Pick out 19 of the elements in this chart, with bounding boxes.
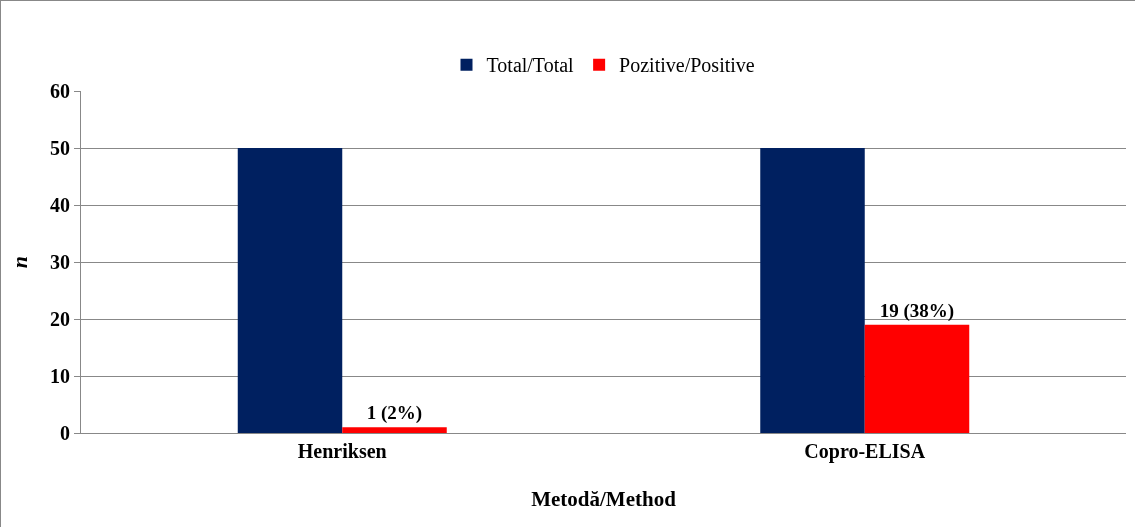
y-tick-label: 40 [50, 194, 70, 216]
y-tick-label: 30 [50, 251, 70, 273]
x-tick-label: Henriksen [297, 440, 387, 462]
data-label: 1 (2%) [366, 402, 423, 425]
bar [237, 148, 343, 433]
bar [760, 148, 865, 433]
bar [342, 427, 447, 433]
y-tick-label: 60 [50, 80, 70, 102]
x-axis-title: Metodă/Method [531, 487, 677, 511]
bar [864, 324, 970, 433]
legend-label: Pozitive/Positive [619, 54, 755, 77]
legend-label: Total/Total [486, 54, 575, 77]
data-label: 19 (38%) [879, 299, 955, 322]
y-axis-title: n [7, 255, 32, 269]
y-tick-label: 50 [50, 137, 70, 159]
x-tick-label: Copro-ELISA [804, 440, 926, 463]
y-tick-label: 10 [50, 365, 70, 387]
y-tick-label: 20 [50, 308, 70, 330]
y-tick-label: 0 [60, 422, 70, 444]
